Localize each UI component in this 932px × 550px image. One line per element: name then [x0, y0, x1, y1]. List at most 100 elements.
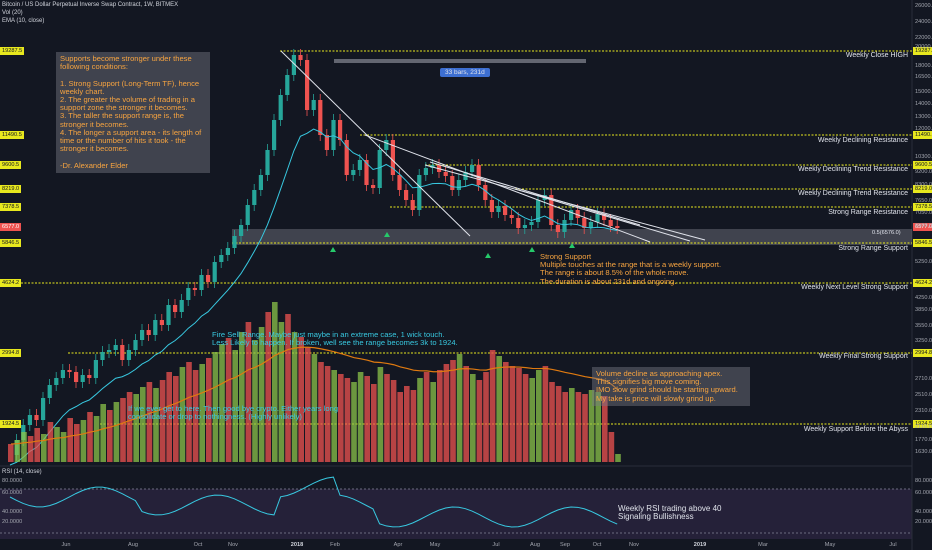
volume-bar [8, 444, 14, 462]
candle [159, 320, 164, 325]
volume-bar [133, 394, 139, 462]
volume-bar [476, 380, 483, 462]
supports-note[interactable]: Supports become stronger under these fol… [56, 52, 210, 173]
x-axis-tick: May [824, 542, 836, 548]
level-label[interactable]: Weekly Next Level Strong Support [801, 284, 908, 291]
volume-bar [140, 387, 146, 462]
candle [562, 220, 567, 232]
current-price-tag-right: 6577.0 [913, 223, 932, 231]
candle [324, 135, 329, 150]
x-axis-tick: Apr [393, 542, 403, 548]
level-price-tag-left: 11490.5 [0, 131, 24, 139]
candle [265, 150, 270, 175]
y-axis-tick: 2510.0 [915, 392, 932, 398]
candle [371, 185, 376, 188]
candle [219, 255, 224, 262]
level-label[interactable]: Weekly Declining Resistance [817, 137, 908, 144]
candle [126, 350, 131, 360]
rsi-indicator-label[interactable]: RSI (14, close) [2, 469, 42, 475]
support-arrow-icon [569, 243, 575, 248]
chart-title: Bitcoin / US Dollar Perpetual Inverse Sw… [2, 2, 179, 8]
volume-bar [397, 392, 403, 462]
y-axis-tick: 3250.0 [915, 338, 932, 344]
volume-bar [549, 382, 555, 462]
volume-bar [417, 378, 423, 462]
candle [27, 415, 32, 425]
volume-bar [569, 388, 575, 462]
rsi-band [0, 489, 912, 539]
level-price-tag-left: 1924.5 [0, 420, 22, 428]
x-axis-tick: Nov [228, 542, 238, 548]
candle [291, 55, 296, 75]
rsi-axis-tick: 20.0000 [915, 519, 932, 525]
y-axis-tick: 8300.0 [915, 182, 932, 188]
volume-indicator-label[interactable]: Vol (20) [2, 10, 23, 16]
volume-bar [423, 372, 430, 462]
rsi-note[interactable]: Weekly RSI trading above 40 Signaling Bu… [618, 504, 722, 522]
level-label[interactable]: Strong Range Support [838, 245, 908, 252]
ema-indicator-label[interactable]: EMA (10, close) [2, 18, 45, 24]
candle [384, 140, 389, 150]
volume-bar [305, 347, 311, 462]
bye-crypto-note[interactable]: If we ever get to here. Then good bye cr… [128, 404, 339, 422]
x-axis-tick: Aug [530, 542, 540, 548]
volume-bar [351, 382, 357, 462]
volume-bar [258, 327, 265, 462]
volume-bar [615, 454, 621, 462]
level-label[interactable]: Weekly Support Before the Abyss [803, 426, 908, 433]
candle [575, 210, 580, 218]
volume-decline-note[interactable]: Volume decline as approaching apex. This… [592, 367, 750, 406]
candle [225, 248, 230, 255]
volume-bar [252, 340, 258, 462]
trend-line [280, 50, 471, 237]
level-label[interactable]: Strong Range Resistance [828, 209, 908, 216]
candle [476, 165, 481, 185]
level-label[interactable]: Weekly Declining Trend Resistance [798, 166, 908, 173]
level-label[interactable]: Weekly Close HIGH [845, 52, 908, 59]
volume-bar [344, 378, 351, 462]
level-price-tag-right: 9600.5 [913, 161, 932, 169]
candle [60, 370, 65, 378]
level-price-tag-right: 7378.5 [913, 203, 932, 211]
volume-bar [529, 378, 535, 462]
volume-bar [318, 362, 324, 462]
volume-bar [324, 366, 331, 462]
candle [245, 205, 250, 225]
volume-bar [536, 370, 542, 462]
candle [364, 160, 369, 185]
candle [166, 305, 171, 325]
candle [41, 398, 46, 420]
x-axis-tick: Oct [193, 542, 203, 548]
level-price-tag-left: 7378.5 [0, 203, 22, 211]
y-axis-tick: 15000.0 [915, 89, 932, 95]
level-label[interactable]: Weekly Declining Trend Resistance [798, 190, 908, 197]
candle [555, 225, 560, 232]
rsi-axis-tick: 80.0000 [915, 478, 932, 484]
volume-bar [60, 432, 67, 462]
level-label[interactable]: Weekly Final Strong Support [819, 353, 908, 360]
candle [272, 120, 277, 150]
level-price-tag-left: 5846.5 [0, 239, 22, 247]
volume-bar [34, 428, 40, 462]
support-arrow-icon [384, 232, 390, 237]
candle [34, 415, 39, 420]
candle [80, 375, 85, 382]
volume-bar [450, 360, 456, 462]
candle [67, 370, 72, 372]
x-axis-tick: 2018 [290, 542, 304, 548]
volume-bar [153, 388, 159, 462]
volume-bar [265, 312, 271, 462]
volume-bar [245, 322, 252, 462]
candle [569, 210, 574, 220]
x-axis-tick: Jul [889, 542, 897, 548]
measure-pill[interactable]: 33 bars, 231d [440, 68, 490, 77]
measure-range [334, 59, 586, 63]
fire-sell-note[interactable]: Fire Sell Range. Maybe just maybe in an … [212, 330, 458, 348]
candle [423, 168, 428, 175]
volume-bar [192, 370, 199, 462]
strong-support-note[interactable]: Strong Support Multiple touches at the r… [540, 252, 722, 286]
volume-bar [311, 354, 318, 462]
volume-bar [239, 332, 245, 462]
y-axis-tick: 6500.0 [915, 223, 932, 229]
